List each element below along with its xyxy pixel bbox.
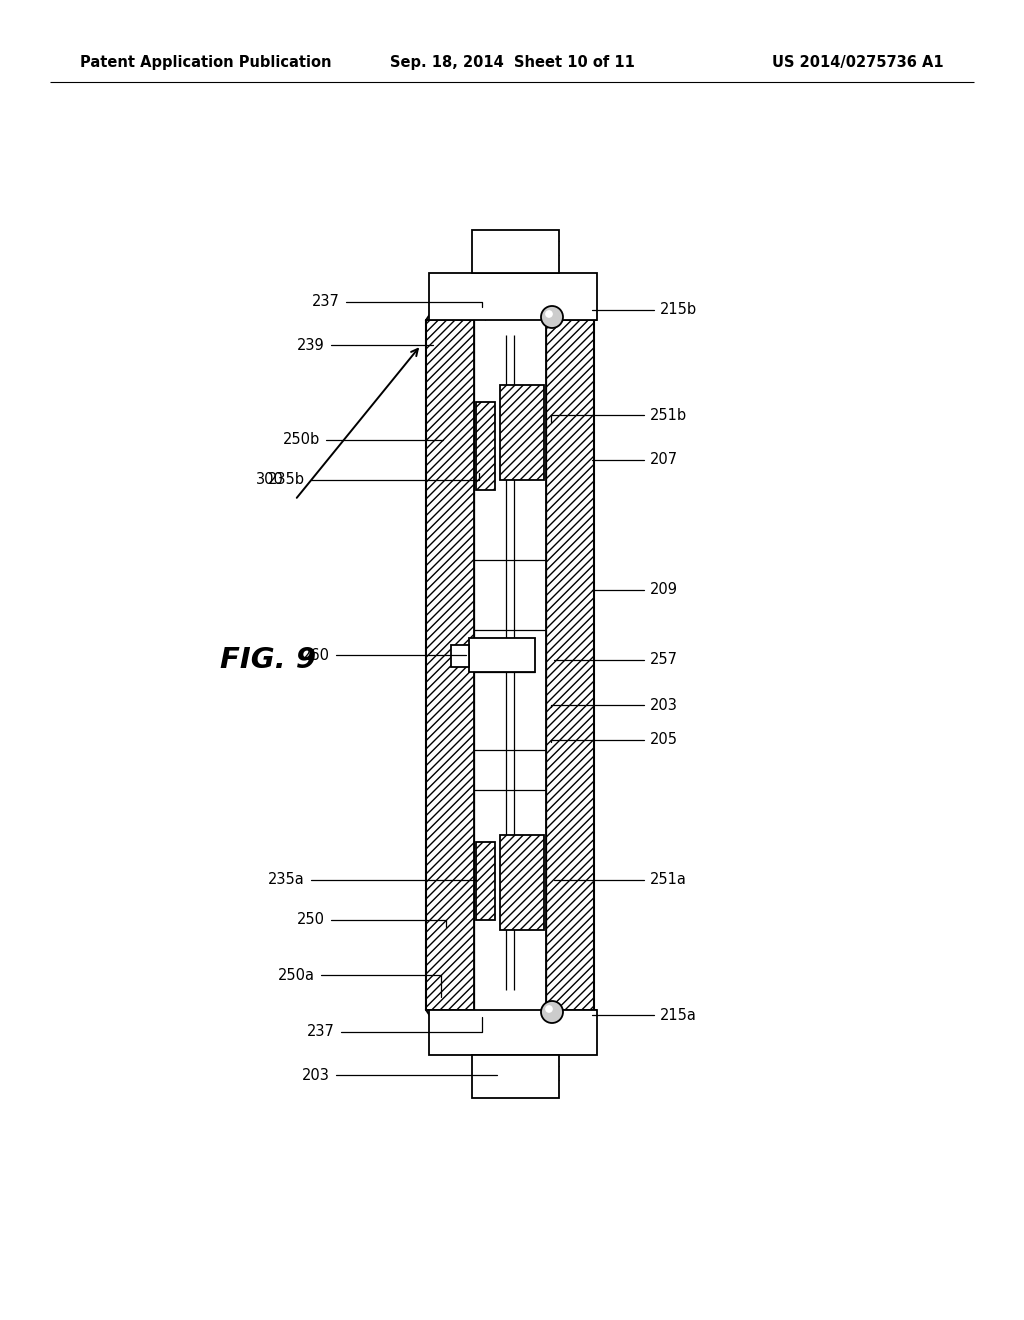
Bar	[476, 403, 495, 490]
Text: 250b: 250b	[283, 433, 319, 447]
Bar	[469, 638, 535, 672]
Text: 203: 203	[650, 697, 678, 713]
Text: 235a: 235a	[268, 873, 305, 887]
Text: 250a: 250a	[278, 968, 315, 982]
Bar	[500, 836, 544, 931]
Bar	[471, 230, 558, 273]
Bar	[546, 319, 594, 1010]
Bar	[429, 273, 597, 319]
Text: 239: 239	[297, 338, 325, 352]
Text: 260: 260	[302, 648, 330, 663]
Circle shape	[545, 1005, 553, 1012]
Text: US 2014/0275736 A1: US 2014/0275736 A1	[772, 54, 944, 70]
Bar	[476, 842, 495, 920]
Text: 257: 257	[650, 652, 678, 668]
Circle shape	[545, 310, 553, 318]
Circle shape	[541, 1001, 563, 1023]
Text: Patent Application Publication: Patent Application Publication	[80, 54, 332, 70]
Text: 215a: 215a	[660, 1007, 697, 1023]
Text: 237: 237	[312, 294, 340, 309]
Text: 235b: 235b	[268, 473, 305, 487]
Text: 251a: 251a	[650, 873, 687, 887]
Bar	[429, 1010, 597, 1055]
Text: 251b: 251b	[650, 408, 687, 422]
Text: Sep. 18, 2014  Sheet 10 of 11: Sep. 18, 2014 Sheet 10 of 11	[389, 54, 635, 70]
Text: 205: 205	[650, 733, 678, 747]
Text: 207: 207	[650, 453, 678, 467]
Text: 300: 300	[256, 473, 284, 487]
Bar	[500, 385, 544, 480]
Text: 203: 203	[302, 1068, 330, 1082]
Bar	[451, 645, 469, 667]
Text: FIG. 9: FIG. 9	[220, 645, 316, 675]
Text: 215b: 215b	[660, 302, 697, 318]
Text: 250: 250	[297, 912, 325, 928]
Text: 237: 237	[307, 1024, 335, 1040]
Bar	[471, 1055, 558, 1098]
Text: 209: 209	[650, 582, 678, 598]
Circle shape	[541, 306, 563, 327]
Bar	[426, 319, 474, 1010]
